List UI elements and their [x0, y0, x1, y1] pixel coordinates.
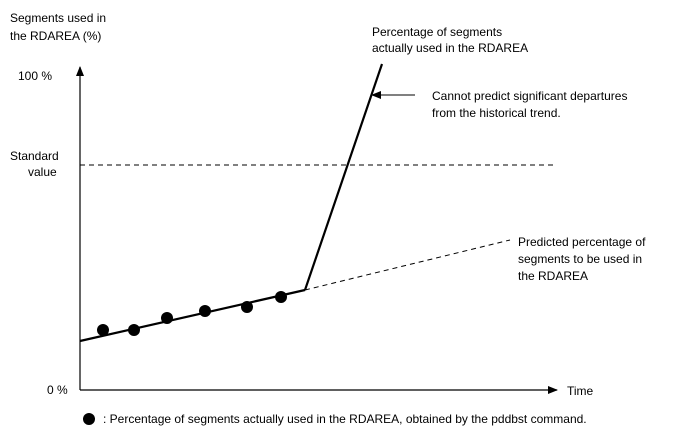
historical-trend-line: [79, 288, 306, 343]
actual-usage-rise-line: [303, 63, 384, 291]
legend-command: pddbst: [491, 412, 528, 426]
annotation-actual-line2: actually used in the RDAREA: [372, 41, 528, 55]
predicted-trend-line: [304, 239, 511, 291]
annotation-predicted-line3: the RDAREA: [518, 269, 588, 283]
y-tick-standard-line2: value: [28, 165, 57, 179]
data-point: [275, 291, 287, 303]
data-point: [199, 305, 211, 317]
y-tick-standard-line1: Standard: [10, 149, 59, 163]
annotation-predicted-line1: Predicted percentage of: [518, 235, 646, 249]
data-point: [97, 324, 109, 336]
y-axis-title-line1: Segments used in: [10, 11, 106, 25]
legend-text-after: command.: [527, 412, 586, 426]
y-tick-100: 100 %: [18, 69, 52, 83]
x-axis-title: Time: [567, 384, 594, 398]
data-point: [241, 301, 253, 313]
legend-text-before: : Percentage of segments actually used i…: [103, 412, 491, 426]
annotation-actual-line1: Percentage of segments: [372, 25, 502, 39]
y-tick-0: 0 %: [47, 383, 68, 397]
annotation-cannot-line2: from the historical trend.: [432, 106, 561, 120]
annotation-cannot-line1: Cannot predict significant departures: [432, 89, 627, 103]
annotation-predicted-line2: segments to be used in: [518, 252, 642, 266]
data-point: [161, 312, 173, 324]
legend-text: : Percentage of segments actually used i…: [103, 412, 587, 426]
y-axis-title-line2: the RDAREA (%): [10, 29, 101, 43]
legend-marker: [83, 413, 95, 425]
data-point: [128, 324, 140, 336]
